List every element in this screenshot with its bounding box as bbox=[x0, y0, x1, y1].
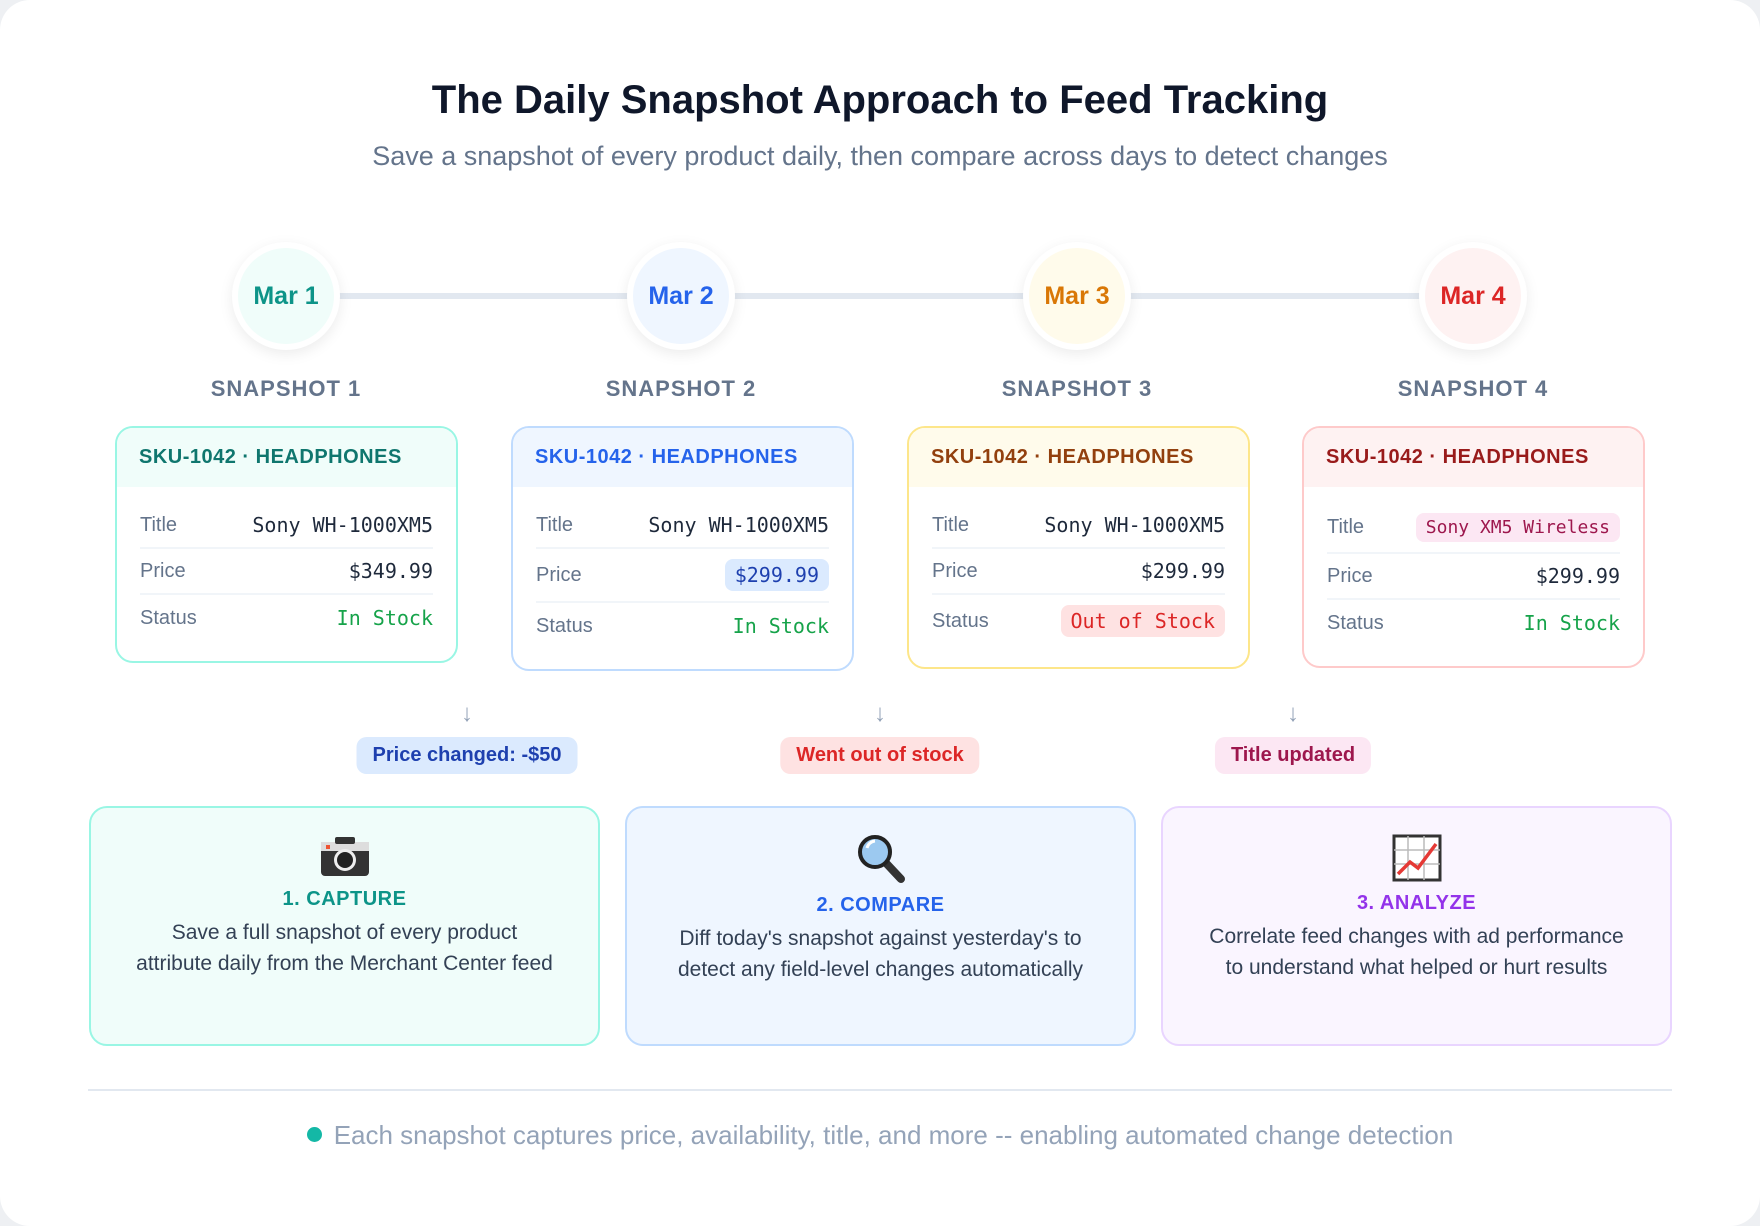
field-label: Title bbox=[536, 513, 574, 536]
field-label: Price bbox=[536, 563, 582, 586]
status-row: Status In Stock bbox=[1327, 600, 1620, 646]
price-row: Price $299.99 bbox=[932, 549, 1225, 595]
price-row: Price $299.99 bbox=[1327, 554, 1620, 600]
price-value: $349.99 bbox=[348, 559, 433, 583]
status-row: Status Out of Stock bbox=[932, 595, 1225, 647]
status-value: In Stock bbox=[336, 606, 433, 630]
date-circle-2: Mar 2 bbox=[627, 242, 735, 350]
bullet-dot-icon bbox=[306, 1127, 322, 1142]
date-circle-4: Mar 4 bbox=[1419, 242, 1527, 350]
footer-note: Each snapshot captures price, availabili… bbox=[0, 1120, 1760, 1151]
field-label: Title bbox=[932, 513, 970, 536]
camera-icon bbox=[320, 837, 369, 876]
step-title: 3. ANALYZE bbox=[1356, 892, 1477, 914]
status-row: Status In Stock bbox=[140, 595, 433, 641]
field-label: Price bbox=[932, 559, 978, 582]
page-subtitle: Save a snapshot of every product daily, … bbox=[372, 141, 1388, 171]
price-row: Price $299.99 bbox=[536, 549, 829, 603]
date-circle-3: Mar 3 bbox=[1023, 242, 1131, 350]
field-label: Title bbox=[1327, 516, 1365, 538]
field-label: Price bbox=[140, 559, 186, 582]
step-description: Diff today's snapshot against yesterday'… bbox=[677, 927, 1084, 981]
field-label: Status bbox=[1327, 611, 1384, 634]
title-row: Title Sony WH-1000XM5 bbox=[932, 503, 1225, 549]
step-title: 1. CAPTURE bbox=[282, 888, 407, 910]
title-row: Title Sony WH-1000XM5 bbox=[140, 503, 433, 549]
snapshot-card-1: SKU-1042 · HEADPHONES Title Sony WH-1000X… bbox=[115, 426, 458, 663]
timeline-connector bbox=[290, 293, 1470, 299]
snapshot-label-1: SNAPSHOT 1 bbox=[210, 376, 362, 401]
step-description: Save a full snapshot of every product at… bbox=[136, 921, 553, 975]
date-circle-1: Mar 1 bbox=[232, 242, 340, 350]
step-capture: 1. CAPTURE Save a full snapshot of every… bbox=[89, 806, 600, 1046]
title-value: Sony WH-1000XM5 bbox=[648, 513, 829, 537]
snapshot-label-4: SNAPSHOT 4 bbox=[1397, 376, 1549, 401]
field-label: Price bbox=[1327, 564, 1373, 587]
arrow-down-icon: ↓ bbox=[461, 700, 473, 727]
step-compare: 2. COMPARE Diff today's snapshot against… bbox=[625, 806, 1136, 1046]
price-value: $299.99 bbox=[1535, 564, 1620, 588]
title-value: Sony WH-1000XM5 bbox=[1044, 513, 1225, 537]
snapshot-card-2: SKU-1042 · HEADPHONES Title Sony WH-1000X… bbox=[511, 426, 854, 671]
price-value-changed: $299.99 bbox=[724, 559, 829, 591]
arrow-down-icon: ↓ bbox=[1287, 700, 1299, 727]
page-title: The Daily Snapshot Approach to Feed Trac… bbox=[431, 78, 1329, 122]
card-header: SKU-1042 · HEADPHONES bbox=[117, 428, 456, 487]
divider bbox=[88, 1089, 1672, 1091]
step-description: Correlate feed changes with ad performan… bbox=[1209, 925, 1624, 979]
price-row: Price $349.99 bbox=[140, 549, 433, 595]
footer-text: Each snapshot captures price, availabili… bbox=[333, 1120, 1454, 1150]
snapshot-card-4: SKU-1042 · HEADPHONES Title Sony XM5 Wire… bbox=[1302, 426, 1645, 668]
price-value: $299.99 bbox=[1140, 559, 1225, 583]
field-label: Title bbox=[140, 513, 178, 536]
status-value-changed: Out of Stock bbox=[1060, 605, 1225, 637]
change-badge-title: Title updated bbox=[1214, 737, 1372, 774]
field-label: Status bbox=[536, 614, 593, 637]
snapshot-label-3: SNAPSHOT 3 bbox=[1001, 376, 1153, 401]
card-header: SKU-1042 · HEADPHONES bbox=[909, 428, 1248, 487]
field-label: Status bbox=[140, 606, 197, 629]
snapshot-card-3: SKU-1042 · HEADPHONES Title Sony WH-1000X… bbox=[907, 426, 1250, 669]
change-badge-stock: Went out of stock bbox=[780, 737, 980, 774]
title-row: Title Sony WH-1000XM5 bbox=[536, 503, 829, 549]
status-row: Status In Stock bbox=[536, 603, 829, 649]
status-value: In Stock bbox=[1523, 611, 1620, 635]
title-row: Title Sony XM5 Wireless bbox=[1327, 503, 1620, 554]
title-value-changed: Sony XM5 Wireless bbox=[1415, 513, 1620, 542]
snapshot-label-2: SNAPSHOT 2 bbox=[605, 376, 757, 401]
field-label: Status bbox=[932, 609, 989, 632]
arrow-down-icon: ↓ bbox=[874, 700, 886, 727]
step-title: 2. COMPARE bbox=[816, 894, 945, 916]
title-value: Sony WH-1000XM5 bbox=[252, 513, 433, 537]
card-header: SKU-1042 · HEADPHONES bbox=[513, 428, 852, 487]
change-badge-price: Price changed: -$50 bbox=[356, 737, 578, 774]
chart-increasing-icon bbox=[1392, 834, 1441, 882]
status-value: In Stock bbox=[732, 614, 829, 638]
card-header: SKU-1042 · HEADPHONES bbox=[1304, 428, 1643, 487]
magnifier-icon bbox=[857, 835, 905, 883]
step-analyze: 3. ANALYZE Correlate feed changes with a… bbox=[1161, 806, 1672, 1046]
